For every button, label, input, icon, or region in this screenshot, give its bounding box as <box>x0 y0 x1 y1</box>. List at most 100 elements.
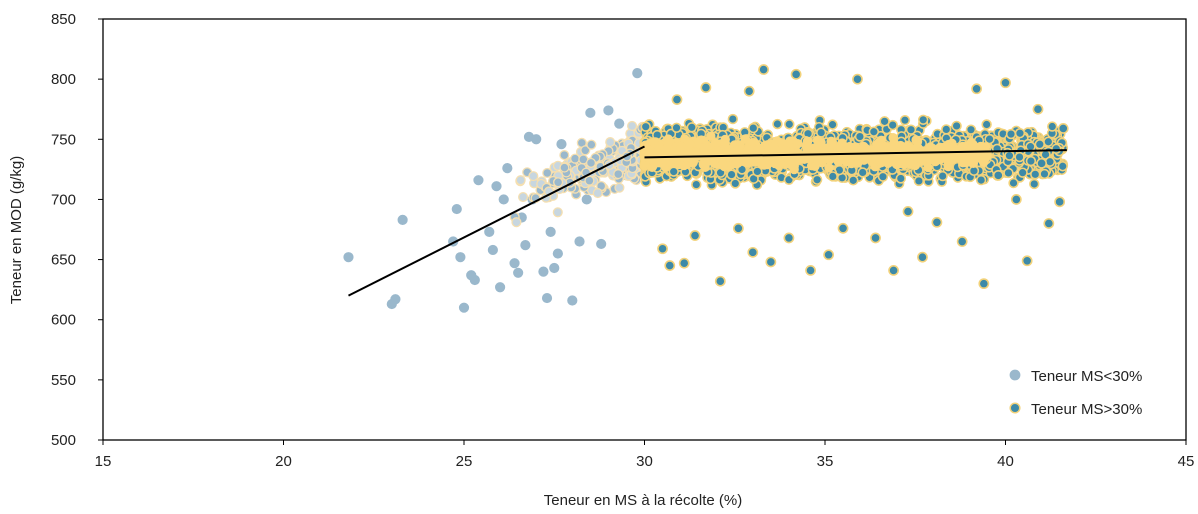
point-low <box>556 138 567 150</box>
point-high <box>918 114 929 126</box>
point-high <box>981 119 992 130</box>
point-high <box>1036 157 1047 169</box>
point-high <box>902 206 914 217</box>
point-low <box>632 68 643 79</box>
point-low <box>491 181 502 192</box>
point-high <box>1032 103 1044 115</box>
point-high <box>877 171 889 182</box>
point-low <box>570 153 581 164</box>
point-low <box>567 295 578 306</box>
point-low <box>343 252 354 263</box>
point-high <box>1005 128 1017 140</box>
point-low <box>469 274 480 286</box>
legend-label-low: Teneur MS<30% <box>1031 368 1142 385</box>
point-high <box>979 153 989 163</box>
point-high <box>965 157 975 167</box>
point-low <box>627 120 638 131</box>
point-high <box>700 82 712 93</box>
point-low <box>614 118 625 129</box>
y-tick-label: 600 <box>51 312 76 329</box>
y-tick-label: 500 <box>51 432 76 449</box>
legend-marker-low <box>1009 369 1021 381</box>
point-low <box>458 302 470 313</box>
x-tick-label: 15 <box>95 453 112 470</box>
x-tick-label: 20 <box>275 453 292 470</box>
point-high <box>700 141 710 152</box>
point-high <box>752 166 763 177</box>
point-high <box>978 278 990 290</box>
point-high <box>833 156 844 167</box>
point-high <box>812 143 823 154</box>
point-low <box>513 267 524 278</box>
point-high <box>783 232 795 244</box>
point-high <box>951 120 962 132</box>
point-low <box>585 107 596 118</box>
point-high <box>827 119 838 130</box>
point-high <box>815 127 827 138</box>
point-high <box>664 260 676 271</box>
point-high <box>1025 155 1037 167</box>
point-high <box>678 257 690 269</box>
point-high <box>868 126 880 137</box>
legend-label-high: Teneur MS>30% <box>1031 401 1142 418</box>
point-high <box>1043 218 1055 229</box>
point-high <box>805 264 816 276</box>
point-high <box>732 144 742 154</box>
point-high <box>1034 139 1045 150</box>
point-high <box>917 156 927 166</box>
trend-lines-layer <box>348 145 1067 297</box>
point-high <box>883 143 893 153</box>
data-points-layer <box>343 64 1069 313</box>
x-axis-title: Teneur en MS à la récolte (%) <box>544 492 742 509</box>
point-high <box>743 85 755 97</box>
x-tick-label: 40 <box>997 453 1014 470</box>
point-high <box>854 131 866 142</box>
point-high <box>1057 161 1068 172</box>
point-low <box>553 177 564 188</box>
legend: Teneur MS<30% Teneur MS>30% <box>1009 368 1142 418</box>
point-low <box>518 191 529 203</box>
point-high <box>888 264 899 276</box>
plot-area-frame <box>102 18 1187 441</box>
point-high <box>1029 178 1040 190</box>
point-high <box>965 124 977 135</box>
point-low <box>574 236 585 247</box>
point-high <box>845 142 856 153</box>
point-low <box>390 294 401 305</box>
point-high <box>688 157 698 167</box>
point-low <box>613 169 624 180</box>
point-low <box>545 226 556 238</box>
point-high <box>857 167 868 178</box>
point-low <box>542 167 553 179</box>
point-high <box>718 160 728 170</box>
point-low <box>509 258 520 269</box>
point-low <box>487 244 498 256</box>
point-high <box>714 275 726 287</box>
point-high <box>772 118 783 130</box>
y-axis-title: Teneur en MOD (g/kg) <box>8 156 25 304</box>
x-tick-label: 30 <box>636 453 653 470</box>
point-high <box>887 119 898 131</box>
point-high <box>845 153 855 164</box>
point-low <box>559 150 570 161</box>
point-low <box>498 194 509 205</box>
point-high <box>730 178 741 189</box>
point-high <box>802 136 813 147</box>
point-low <box>515 175 526 186</box>
point-high <box>686 122 697 133</box>
point-low <box>585 157 597 168</box>
point-low <box>473 175 484 186</box>
point-high <box>1021 255 1033 267</box>
point-low <box>451 203 462 215</box>
x-tick-label: 35 <box>817 453 834 470</box>
point-high <box>765 256 777 268</box>
point-high <box>726 169 737 180</box>
point-low <box>596 238 607 250</box>
y-tick-label: 750 <box>51 131 76 148</box>
point-low <box>586 139 597 150</box>
point-high <box>1014 151 1025 163</box>
point-low <box>531 134 542 145</box>
point-high <box>930 152 940 162</box>
point-high <box>676 141 686 152</box>
